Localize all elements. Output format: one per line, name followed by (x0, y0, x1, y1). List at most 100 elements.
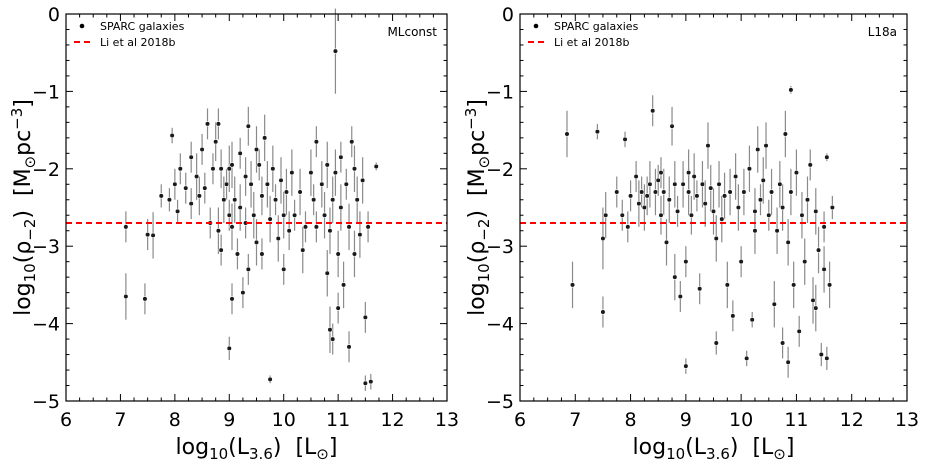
data-point (710, 208, 717, 214)
data-point (780, 204, 786, 211)
data-point (183, 185, 189, 191)
data-point (357, 231, 363, 238)
data-point (674, 208, 681, 214)
x-tick-label: 13 (435, 409, 459, 431)
data-point (713, 235, 719, 242)
data-point (229, 224, 235, 230)
panel-label: MLconst (387, 25, 437, 39)
data-point (275, 235, 281, 242)
data-point (330, 197, 336, 203)
data-point (705, 142, 711, 149)
data-point (622, 136, 628, 142)
data-point (218, 247, 224, 253)
data-point (813, 208, 819, 214)
data-point (313, 224, 319, 230)
data-point (813, 305, 819, 311)
data-point (221, 197, 227, 203)
data-point (686, 170, 692, 176)
data-point (319, 181, 325, 187)
x-tick-label: 7 (569, 409, 581, 431)
data-point (619, 212, 625, 218)
data-point (169, 132, 175, 139)
data-point (267, 376, 273, 382)
data-point (188, 154, 194, 160)
data-point (686, 189, 692, 195)
data-point (702, 201, 708, 207)
data-point (727, 189, 733, 195)
data-point (746, 166, 753, 172)
data-point (346, 224, 352, 230)
x-axis-label: log10(L3.6) [L⊙] (176, 435, 338, 463)
y-tick-label: 0 (48, 4, 60, 26)
data-point (330, 336, 336, 342)
data-point (780, 340, 786, 346)
data-point (807, 162, 813, 168)
data-point (177, 166, 183, 172)
data-point (362, 380, 368, 386)
data-point (594, 129, 601, 135)
y-tick-label: −3 (486, 236, 514, 258)
data-point (625, 224, 631, 230)
legend-marker-sparc (533, 23, 539, 29)
panel-mlconst: 6 7 8 9 10 11 12 13 0 −1 −2 −3 −4 −5 SPARC galaxies Li … (8, 4, 459, 463)
y-axis-label: log10(ρ−2) [M⊙pc−3] (8, 99, 39, 316)
data-point (215, 121, 221, 127)
data-point (677, 293, 683, 300)
data-point (658, 212, 664, 218)
data-point (724, 282, 730, 288)
data-point (292, 212, 298, 218)
data-point (804, 197, 811, 203)
data-point (215, 228, 221, 234)
y-tick-label: −5 (486, 391, 514, 413)
data-point (785, 359, 791, 365)
data-point (351, 251, 358, 257)
data-point (636, 201, 642, 207)
data-point (248, 181, 254, 187)
data-point (373, 163, 379, 170)
data-point (262, 135, 268, 141)
data-point (735, 204, 741, 211)
data-point (338, 204, 344, 211)
data-point (741, 189, 747, 195)
data-point (166, 197, 173, 203)
data-point (633, 173, 639, 180)
data-point (658, 170, 664, 176)
data-point (240, 290, 246, 296)
data-point (730, 313, 736, 319)
data-point (229, 296, 235, 302)
data-point (796, 328, 802, 334)
data-point (826, 282, 833, 288)
data-point (744, 355, 750, 362)
data-point (716, 181, 722, 187)
data-point (821, 224, 827, 230)
data-point (697, 286, 703, 292)
x-axis-label: log10(L3.6) [L⊙] (633, 435, 795, 463)
y-tick-label: −2 (486, 159, 514, 181)
data-point (142, 296, 148, 302)
data-point (368, 379, 374, 385)
data-point (666, 197, 672, 203)
data-point (824, 154, 830, 160)
data-point (647, 181, 653, 187)
data-point (600, 309, 606, 315)
data-point (223, 181, 230, 187)
data-point (802, 259, 808, 265)
data-point (338, 154, 344, 160)
data-point (627, 193, 634, 199)
data-point (264, 181, 270, 187)
y-tick-label: −4 (486, 314, 514, 336)
x-tick-label: 7 (114, 409, 126, 431)
data-point (757, 197, 764, 203)
data-point (766, 212, 772, 218)
y-tick-label: −5 (32, 391, 60, 413)
data-point (194, 173, 200, 180)
data-point (199, 146, 205, 153)
data-point (232, 197, 238, 203)
data-point (777, 181, 783, 187)
data-point (818, 351, 824, 358)
data-point (752, 208, 758, 214)
data-point (297, 189, 303, 195)
data-point (699, 181, 706, 187)
data-point (362, 314, 368, 321)
data-point (763, 142, 769, 149)
